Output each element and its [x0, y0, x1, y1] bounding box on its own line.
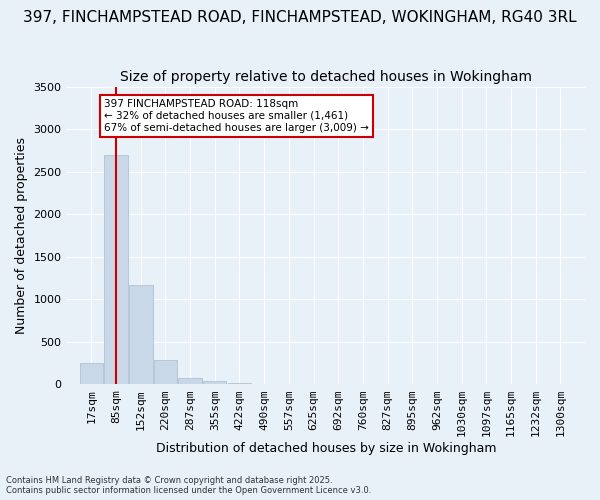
Bar [178, 378, 202, 384]
Bar [104, 154, 128, 384]
X-axis label: Distribution of detached houses by size in Wokingham: Distribution of detached houses by size … [155, 442, 496, 455]
Bar [80, 363, 103, 384]
Y-axis label: Number of detached properties: Number of detached properties [15, 137, 28, 334]
Bar [129, 285, 152, 384]
Bar [203, 381, 226, 384]
Bar [227, 382, 251, 384]
Text: 397, FINCHAMPSTEAD ROAD, FINCHAMPSTEAD, WOKINGHAM, RG40 3RL: 397, FINCHAMPSTEAD ROAD, FINCHAMPSTEAD, … [23, 10, 577, 25]
Text: 397 FINCHAMPSTEAD ROAD: 118sqm
← 32% of detached houses are smaller (1,461)
67% : 397 FINCHAMPSTEAD ROAD: 118sqm ← 32% of … [104, 100, 369, 132]
Text: Contains HM Land Registry data © Crown copyright and database right 2025.
Contai: Contains HM Land Registry data © Crown c… [6, 476, 371, 495]
Bar [154, 360, 177, 384]
Title: Size of property relative to detached houses in Wokingham: Size of property relative to detached ho… [120, 70, 532, 84]
